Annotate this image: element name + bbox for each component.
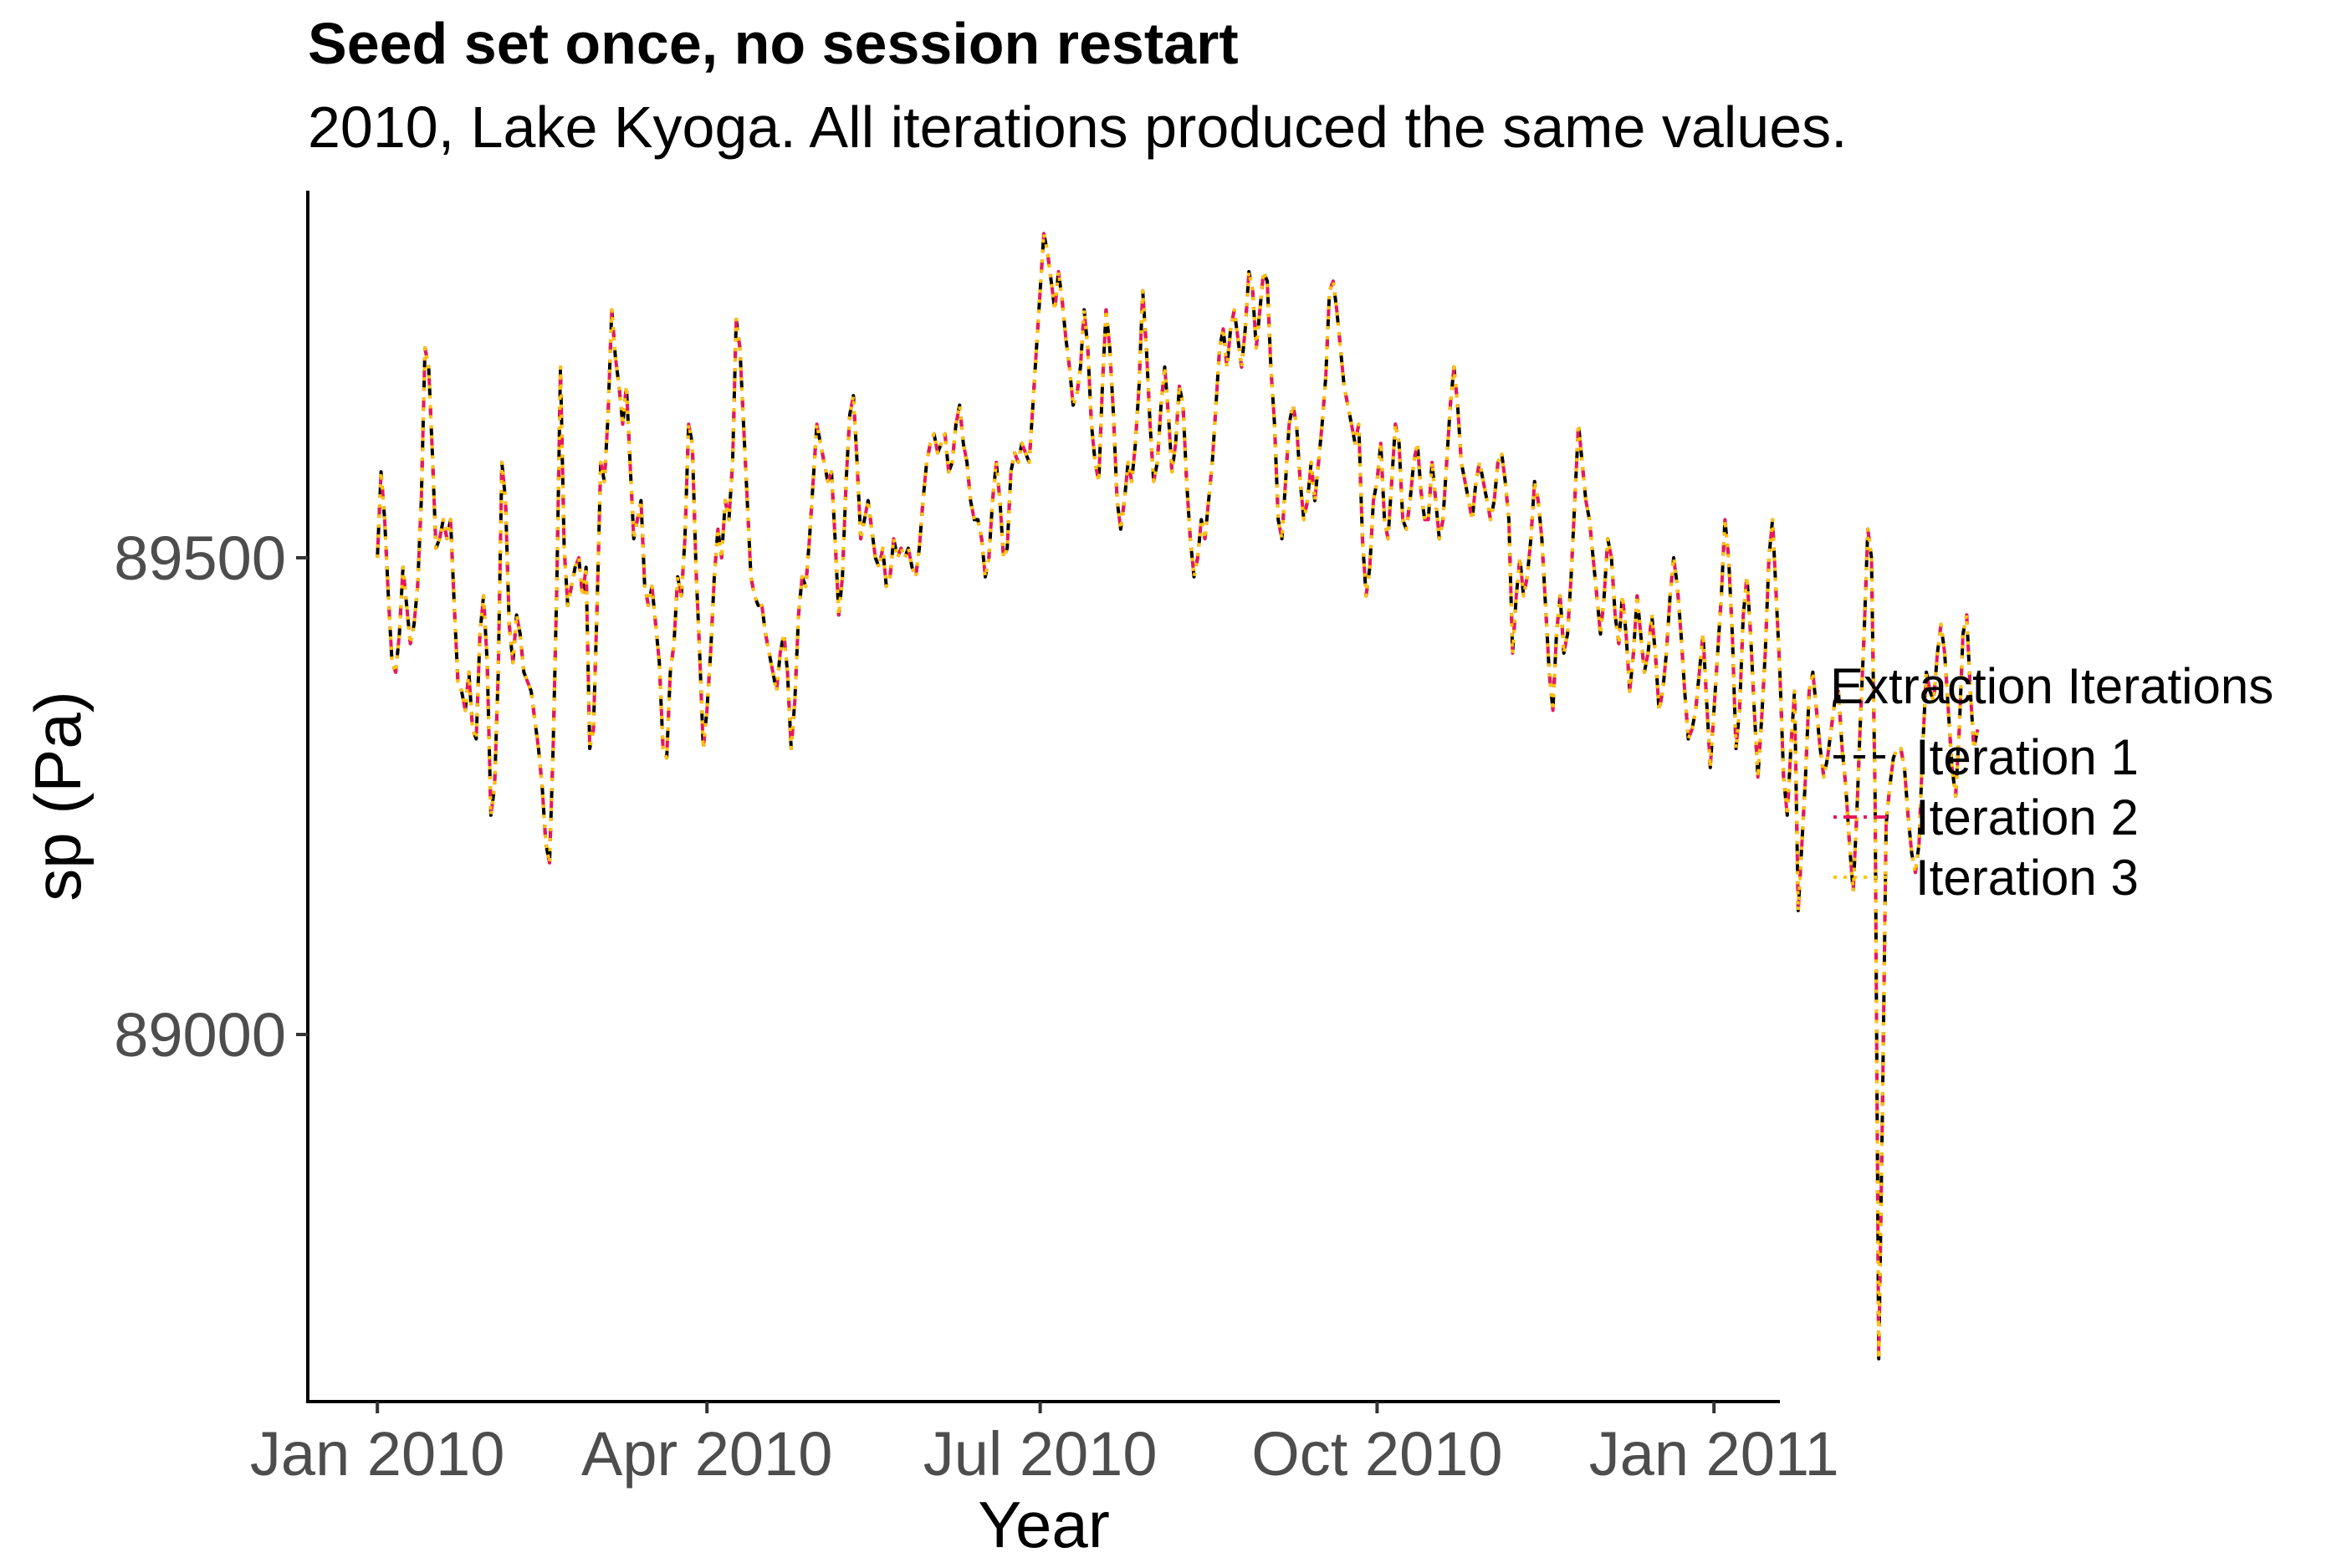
chart-subtitle: 2010, Lake Kyoga. All iterations produce… xyxy=(308,94,1848,160)
legend-item: Iteration 3 xyxy=(1830,847,2273,907)
legend-key xyxy=(1833,755,1887,758)
legend-label: Iteration 3 xyxy=(1915,849,2139,906)
y-ticks: 89000 89500 xyxy=(114,524,308,1070)
legend-title: Extraction Iterations xyxy=(1830,658,2274,714)
series-line-iteration-2 xyxy=(376,232,1980,1361)
y-tick-label: 89500 xyxy=(114,524,286,593)
legend: Extraction Iterations Iteration 1 Iterati… xyxy=(1830,657,2273,907)
x-tick-label: Apr 2010 xyxy=(581,1419,832,1489)
series-line-iteration-3 xyxy=(376,232,1980,1361)
legend-label: Iteration 2 xyxy=(1915,789,2139,845)
x-tick-label: Jan 2011 xyxy=(1589,1419,1839,1489)
x-ticks: Jan 2010 Apr 2010 Jul 2010 Oct 2010 Jan 2011 xyxy=(250,1402,1839,1489)
y-axis-title: sp (Pa) xyxy=(21,691,95,901)
x-tick-label: Oct 2010 xyxy=(1251,1419,1502,1489)
series-group xyxy=(376,232,1980,1361)
legend-item: Iteration 2 xyxy=(1830,787,2273,847)
y-tick-label: 89000 xyxy=(114,1000,286,1070)
chart-title: Seed set once, no session restart xyxy=(308,11,1239,76)
legend-label: Iteration 1 xyxy=(1915,728,2139,785)
x-axis-title: Year xyxy=(978,1488,1110,1561)
legend-key xyxy=(1833,815,1887,819)
x-tick-label: Jan 2010 xyxy=(250,1419,505,1489)
legend-item: Iteration 1 xyxy=(1830,727,2273,787)
x-tick-label: Jul 2010 xyxy=(923,1419,1158,1489)
legend-items: Iteration 1 Iteration 2 Iteration 3 xyxy=(1830,727,2273,907)
legend-key xyxy=(1833,876,1887,879)
